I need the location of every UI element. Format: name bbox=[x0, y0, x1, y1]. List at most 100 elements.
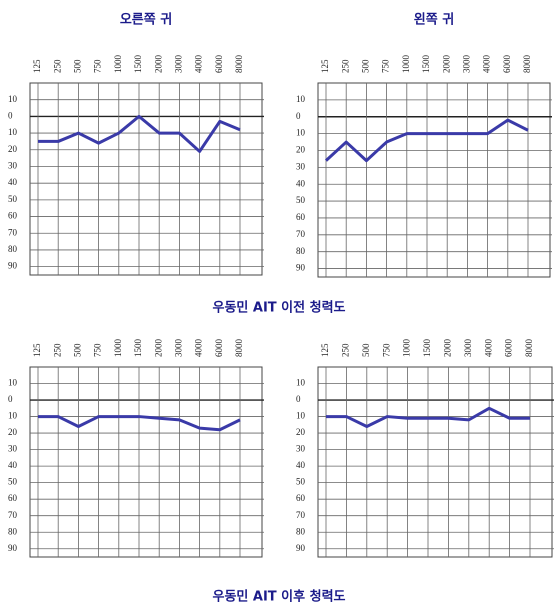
plot-frame bbox=[317, 366, 553, 558]
x-tick-label: 1000 bbox=[401, 55, 411, 74]
y-tick-label: 70 bbox=[296, 510, 306, 520]
x-tick-label: 1000 bbox=[113, 339, 123, 358]
y-tick-label: 30 bbox=[8, 161, 18, 171]
x-tick-label: 4000 bbox=[483, 339, 493, 358]
chart-title: 왼쪽 귀 bbox=[414, 12, 454, 28]
x-tick-label: 250 bbox=[340, 59, 350, 73]
x-tick-label: 250 bbox=[52, 59, 62, 73]
y-tick-label: 60 bbox=[296, 212, 306, 222]
hearing-line bbox=[324, 118, 529, 163]
x-tick-label: 125 bbox=[320, 343, 330, 357]
x-tick-label: 3000 bbox=[463, 339, 473, 358]
y-tick-label: 70 bbox=[8, 227, 18, 237]
x-tick-label: 500 bbox=[72, 343, 82, 357]
y-tick-label: 50 bbox=[8, 194, 18, 204]
y-tick-label: 60 bbox=[8, 211, 18, 221]
y-tick-label: 10 bbox=[296, 128, 306, 138]
x-tick-label: 1500 bbox=[133, 339, 143, 358]
x-tick-label: 500 bbox=[361, 343, 371, 357]
x-tick-label: 125 bbox=[32, 59, 42, 73]
x-tick-label: 750 bbox=[93, 59, 103, 73]
x-tick-label: 2000 bbox=[153, 55, 163, 74]
x-tick-label: 125 bbox=[32, 343, 42, 357]
y-tick-label: 0 bbox=[296, 394, 301, 404]
x-tick-label: 125 bbox=[320, 59, 330, 73]
x-tick-label: 8000 bbox=[522, 55, 532, 74]
y-tick-label: 90 bbox=[8, 543, 18, 553]
y-tick-label: 30 bbox=[8, 444, 18, 454]
x-tick-label: 6000 bbox=[214, 339, 224, 358]
hearing-line bbox=[326, 406, 530, 428]
x-tick-label: 4000 bbox=[194, 55, 204, 74]
y-tick-label: 20 bbox=[8, 144, 18, 154]
x-tick-label: 750 bbox=[381, 59, 391, 73]
y-tick-label: 20 bbox=[296, 427, 306, 437]
x-tick-label: 1500 bbox=[133, 55, 143, 74]
caption: 우동민 AIT 이후 청력도 bbox=[212, 589, 345, 605]
y-tick-label: 60 bbox=[8, 493, 18, 503]
x-tick-label: 3000 bbox=[461, 55, 471, 74]
y-tick-label: 20 bbox=[8, 427, 18, 437]
y-tick-label: 10 bbox=[296, 378, 306, 388]
x-tick-label: 500 bbox=[72, 59, 82, 73]
y-tick-label: 80 bbox=[296, 246, 306, 256]
chart-title: 오른쪽 귀 bbox=[120, 12, 172, 28]
x-tick-label: 6000 bbox=[214, 55, 224, 74]
x-tick-label: 4000 bbox=[194, 339, 204, 358]
hearing-line bbox=[38, 415, 241, 432]
x-tick-label: 3000 bbox=[173, 339, 183, 358]
plot-frame bbox=[317, 82, 551, 278]
y-tick-label: 70 bbox=[8, 510, 18, 520]
y-tick-label: 20 bbox=[296, 145, 306, 155]
x-tick-label: 6000 bbox=[502, 55, 512, 74]
y-tick-label: 40 bbox=[296, 460, 306, 470]
y-tick-label: 50 bbox=[296, 477, 306, 487]
y-tick-label: 30 bbox=[296, 444, 306, 454]
caption: 우동민 AIT 이전 청력도 bbox=[212, 300, 345, 316]
y-tick-label: 90 bbox=[296, 263, 306, 273]
x-tick-label: 6000 bbox=[504, 339, 514, 357]
x-tick-label: 2000 bbox=[153, 339, 163, 358]
y-tick-label: 10 bbox=[8, 127, 18, 137]
x-tick-label: 2000 bbox=[441, 55, 451, 74]
x-tick-label: 4000 bbox=[482, 55, 492, 74]
y-tick-label: 40 bbox=[8, 177, 18, 187]
x-tick-label: 1000 bbox=[113, 55, 123, 74]
x-tick-label: 250 bbox=[52, 343, 62, 357]
x-tick-label: 1500 bbox=[422, 339, 432, 358]
y-tick-label: 0 bbox=[8, 394, 13, 404]
y-tick-label: 80 bbox=[296, 526, 306, 536]
y-tick-label: 90 bbox=[8, 261, 18, 271]
x-tick-label: 8000 bbox=[524, 339, 534, 358]
x-tick-label: 250 bbox=[340, 343, 350, 357]
y-tick-label: 10 bbox=[8, 94, 18, 104]
y-tick-label: 70 bbox=[296, 229, 306, 239]
y-tick-label: 90 bbox=[296, 543, 306, 553]
y-tick-label: 40 bbox=[8, 460, 18, 470]
y-tick-label: 10 bbox=[8, 378, 18, 388]
y-tick-label: 10 bbox=[296, 411, 306, 421]
y-tick-label: 10 bbox=[296, 94, 306, 104]
y-tick-label: 50 bbox=[296, 195, 306, 205]
hearing-line bbox=[38, 114, 241, 153]
x-tick-label: 8000 bbox=[234, 55, 244, 74]
x-tick-label: 1000 bbox=[402, 339, 412, 358]
y-tick-label: 80 bbox=[8, 526, 18, 536]
x-tick-label: 8000 bbox=[234, 339, 244, 358]
x-tick-label: 750 bbox=[93, 343, 103, 357]
x-tick-label: 750 bbox=[381, 343, 391, 357]
y-tick-label: 30 bbox=[296, 161, 306, 171]
y-tick-label: 10 bbox=[8, 411, 18, 421]
plot-frame bbox=[29, 366, 263, 558]
plot-frame bbox=[29, 82, 263, 276]
y-tick-label: 80 bbox=[8, 244, 18, 254]
x-tick-label: 2000 bbox=[442, 339, 452, 358]
x-tick-label: 3000 bbox=[173, 55, 183, 74]
x-tick-label: 500 bbox=[360, 59, 370, 73]
y-tick-label: 0 bbox=[8, 110, 13, 120]
y-tick-label: 60 bbox=[296, 493, 306, 503]
x-tick-label: 1500 bbox=[421, 55, 431, 74]
y-tick-label: 50 bbox=[8, 477, 18, 487]
y-tick-label: 40 bbox=[296, 178, 306, 188]
